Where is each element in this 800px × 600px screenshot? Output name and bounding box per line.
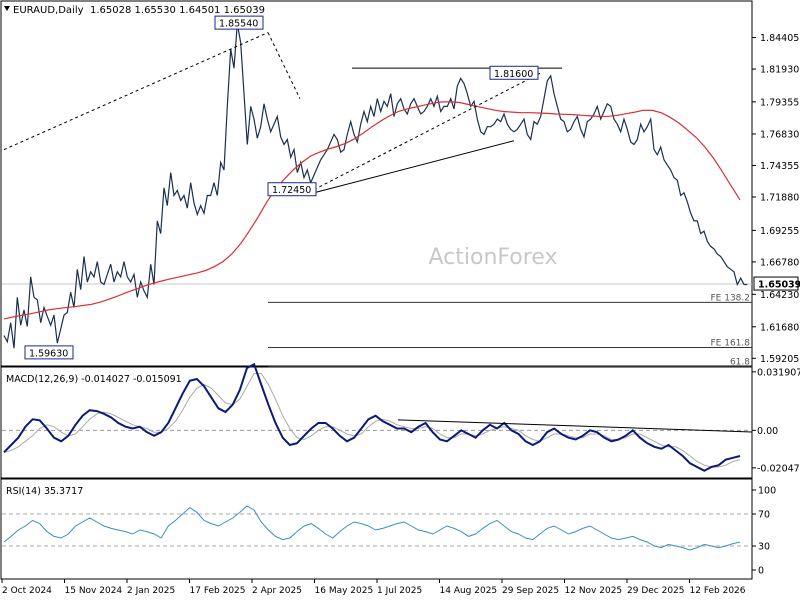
trendline [267, 32, 301, 99]
current-price-label: 1.65039 [758, 280, 800, 291]
x-tick-label: 15 Nov 2024 [65, 586, 123, 596]
x-tick-label: 12 Feb 2026 [690, 586, 746, 596]
price-y-tick-label: 1.69255 [760, 226, 799, 237]
x-tick-label: 29 Sep 2025 [502, 586, 559, 596]
macd-panel [2, 362, 753, 472]
rsi-title: RSI(14) 35.3717 [6, 486, 83, 497]
price-y-tick-label: 1.81930 [760, 65, 799, 76]
x-tick-label: 14 Aug 2025 [440, 586, 498, 596]
macd-y-tick-label: 0.00 [757, 426, 778, 437]
trendline [3, 32, 269, 151]
rsi-y-tick-label: 0 [758, 566, 764, 577]
price-y-tick-label: 1.66780 [760, 257, 799, 268]
x-tick-label: 16 May 2025 [315, 586, 374, 596]
axes: 1.84405 1.81930 1.79355 1.76830 1.74355 1.718… [1, 33, 800, 596]
fib-level-label: FE 138.2 [711, 293, 751, 303]
price-panel-frame [0, 0, 753, 367]
x-tick-label: 29 Dec 2025 [627, 586, 685, 596]
price-label: 1.72450 [272, 185, 311, 196]
price-label-box [489, 65, 539, 80]
price-y-tick-label: 1.64230 [760, 290, 799, 301]
x-tick-label: 17 Feb 2025 [190, 586, 246, 596]
macd-line [3, 362, 741, 472]
fib-level-label: 61.8 [730, 358, 750, 368]
watermark: ActionForex [429, 245, 558, 270]
symbol-label: EURAUD,Daily [13, 5, 84, 16]
rsi-line [3, 505, 741, 551]
macd-y-tick-label: 0.031907 [757, 367, 800, 378]
x-tick-label: 2 Jan 2025 [127, 586, 175, 596]
price-label: 1.81600 [494, 69, 533, 80]
ohlc-readout: 1.65028 1.65530 1.64501 1.65039 [90, 5, 265, 16]
price-label: 1.59630 [29, 348, 68, 359]
price-label-box [214, 15, 264, 30]
rsi-y-tick-label: 70 [758, 510, 770, 521]
rsi-y-tick-label: 30 [758, 542, 770, 553]
rsi-panel [2, 505, 752, 551]
rsi-y-tick-label: 100 [758, 486, 776, 497]
trendline [313, 72, 541, 191]
price-label-box [24, 345, 74, 360]
price-label-box [267, 182, 317, 197]
price-y-tick-label: 1.84405 [760, 33, 799, 44]
x-tick-label: 12 Nov 2025 [565, 586, 623, 596]
price-series [3, 23, 748, 349]
fib-level-label: FE 161.8 [711, 339, 751, 349]
chevron-down-icon[interactable] [4, 6, 10, 11]
price-y-tick-label: 1.61680 [760, 322, 799, 333]
moving-average-line [3, 101, 741, 320]
macd-trendline [397, 419, 753, 433]
x-tick-label: 2 Oct 2024 [2, 586, 52, 596]
macd-y-tick-label: -0.020479 [757, 463, 800, 474]
macd-title: MACD(12,26,9) -0.014027 -0.015091 [6, 374, 182, 385]
price-y-tick-label: 1.76830 [760, 129, 799, 140]
current-price-box [753, 276, 799, 291]
x-tick-label: 2 Apr 2025 [252, 586, 302, 596]
x-tick-label: 1 Jul 2025 [377, 586, 422, 596]
price-y-tick-label: 1.74355 [760, 161, 799, 172]
price-y-tick-label: 1.59205 [760, 354, 799, 365]
price-y-tick-label: 1.79355 [760, 97, 799, 108]
price-panel: FE 138.2 FE 161.8 61.8 1.85540 1.81600 1.7245… [2, 15, 752, 368]
price-y-tick-label: 1.71880 [760, 192, 799, 203]
price-label: 1.85540 [219, 19, 258, 30]
trendline [315, 140, 515, 193]
